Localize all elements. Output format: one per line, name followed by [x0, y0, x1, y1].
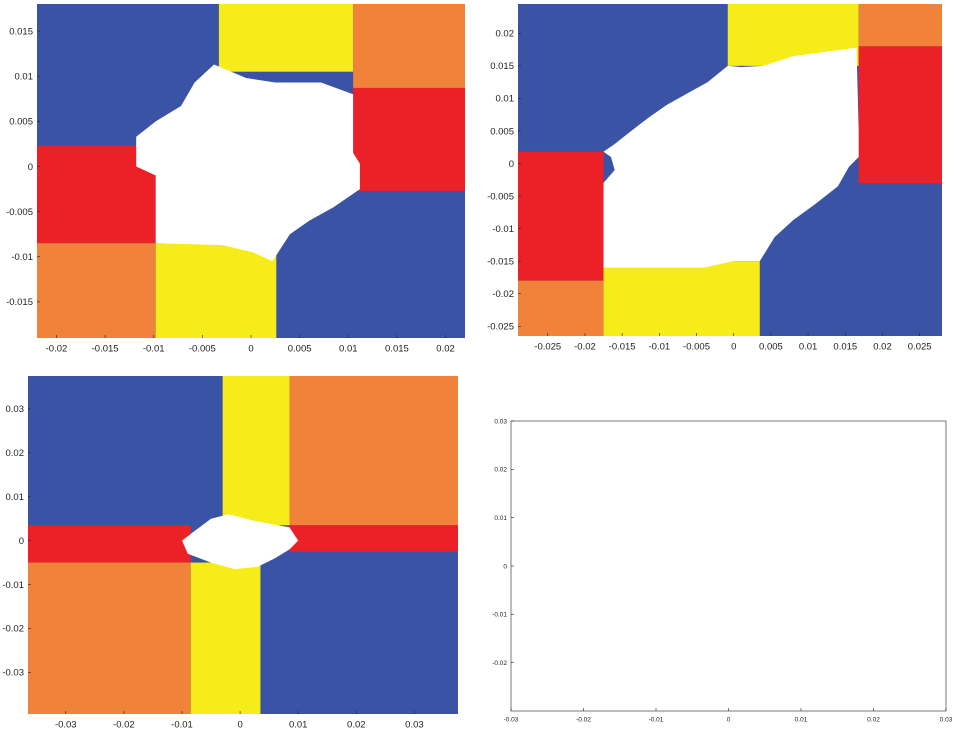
x-tick-label: 0.02	[867, 717, 880, 724]
x-tick-label: 0.01	[339, 344, 358, 355]
x-tick-label: 0.02	[347, 720, 366, 731]
x-tick-label: -0.02	[46, 344, 68, 355]
y-tick-label: 0	[19, 536, 24, 547]
x-tick-label: 0	[731, 342, 736, 353]
orange-region	[518, 280, 604, 336]
y-tick-label: 0.02	[496, 29, 515, 40]
y-tick-label: 0.005	[490, 126, 514, 137]
x-tick-label: -0.01	[649, 717, 664, 724]
x-tick-label: 0.03	[940, 717, 953, 724]
x-tick-label: -0.01	[143, 344, 165, 355]
yellow-region	[155, 243, 277, 338]
y-tick-label: 0	[503, 563, 507, 570]
y-tick-label: 0.01	[6, 492, 25, 503]
chart-bottom-left: -0.03 -0.02 -0.01 0 0.01 0.02 0.03 0.03 0.02 0.01…	[2, 376, 458, 731]
y-tick-label: -0.02	[2, 624, 24, 635]
empty-region	[603, 47, 859, 268]
y-tick-label: -0.01	[11, 252, 33, 263]
y-tick-label: -0.025	[487, 322, 514, 333]
y-tick-label: -0.02	[492, 660, 507, 667]
x-tick-label: -0.015	[609, 342, 636, 353]
plot-frame	[510, 420, 947, 712]
x-tick-label: -0.03	[504, 717, 519, 724]
x-tick-label: 0.015	[833, 342, 857, 353]
orange-region	[28, 562, 191, 714]
red-region	[37, 145, 156, 244]
x-tick-label: -0.01	[171, 720, 193, 731]
red-region	[28, 525, 191, 563]
x-tick-label: -0.025	[534, 342, 561, 353]
yellow-region	[218, 4, 354, 72]
empty-region	[136, 64, 360, 262]
y-tick-label: -0.015	[487, 256, 514, 267]
x-tick-label: 0.015	[385, 344, 409, 355]
red-region	[353, 87, 465, 191]
empty-region	[182, 514, 299, 570]
y-tick-label: -0.005	[487, 191, 514, 202]
y-tick-label: 0.03	[6, 404, 25, 415]
x-tick-label: 0.005	[288, 344, 312, 355]
yellow-region	[190, 562, 261, 714]
yellow-region	[603, 261, 760, 336]
red-region	[858, 46, 942, 184]
chart-bottom-right: -0.03 -0.02 -0.01 0 0.01 0.02 0.03 0.03 0.02 0.01…	[492, 418, 953, 723]
x-tick-label: 0	[248, 344, 253, 355]
chart-top-right: -0.025 -0.02 -0.015 -0.01 -0.005 0 0.005 0.01 0.…	[487, 4, 942, 353]
x-tick-label: 0.025	[908, 342, 932, 353]
y-tick-label: -0.01	[492, 612, 507, 619]
x-tick-label: 0.01	[795, 717, 808, 724]
red-region	[289, 525, 458, 552]
x-tick-label: 0.02	[873, 342, 892, 353]
y-tick-label: 0.01	[494, 515, 507, 522]
x-tick-label: 0	[237, 720, 242, 731]
x-tick-label: -0.01	[649, 342, 671, 353]
plot-area	[518, 4, 942, 336]
y-tick-label: 0.015	[490, 61, 514, 72]
x-tick-label: -0.005	[189, 344, 216, 355]
x-tick-label: 0.01	[289, 720, 308, 731]
x-tick-label: -0.03	[55, 720, 77, 731]
y-tick-label: 0.01	[496, 94, 515, 105]
y-tick-label: -0.015	[6, 297, 33, 308]
orange-region	[858, 4, 942, 47]
y-tick-label: -0.03	[2, 668, 24, 679]
x-tick-label: 0	[727, 717, 731, 724]
chart-top-left: -0.02 -0.015 -0.01 -0.005 0 0.005 0.01 0.015 0.0…	[6, 4, 465, 355]
x-tick-label: -0.02	[574, 342, 596, 353]
plot-area	[28, 376, 458, 714]
y-tick-label: 0.02	[6, 448, 25, 459]
x-tick-label: -0.02	[576, 717, 591, 724]
orange-region	[289, 376, 458, 526]
y-tick-label: 0	[509, 159, 514, 170]
orange-region	[37, 243, 156, 338]
x-tick-label: -0.02	[113, 720, 135, 731]
y-tick-label: -0.02	[492, 289, 514, 300]
x-tick-label: -0.005	[683, 342, 710, 353]
x-tick-label: 0.02	[436, 344, 455, 355]
yellow-region	[222, 376, 290, 526]
y-tick-label: 0.03	[494, 418, 507, 425]
y-tick-label: 0.015	[9, 26, 33, 37]
y-tick-label: 0.02	[494, 467, 507, 474]
x-tick-label: 0.005	[759, 342, 783, 353]
y-tick-label: -0.01	[492, 224, 514, 235]
x-tick-label: -0.015	[92, 344, 119, 355]
orange-region	[353, 4, 465, 88]
y-tick-label: 0.005	[9, 117, 33, 128]
y-tick-label: 0	[28, 162, 33, 173]
y-tick-label: 0.01	[15, 72, 34, 83]
y-tick-label: -0.005	[6, 207, 33, 218]
x-tick-label: 0.03	[405, 720, 424, 731]
y-tick-label: -0.01	[2, 580, 24, 591]
x-tick-label: 0.01	[799, 342, 818, 353]
plot-area	[37, 4, 465, 338]
red-region	[518, 151, 604, 281]
